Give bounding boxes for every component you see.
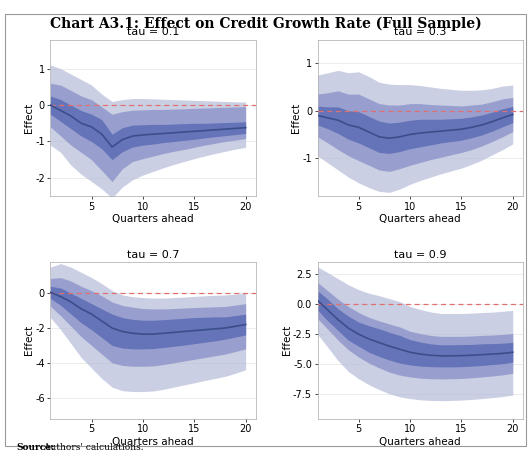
X-axis label: Quarters ahead: Quarters ahead	[113, 437, 194, 447]
Text: Authors' calculations.: Authors' calculations.	[41, 443, 144, 452]
X-axis label: Quarters ahead: Quarters ahead	[380, 214, 461, 225]
Text: Chart A3.1: Effect on Credit Growth Rate (Full Sample): Chart A3.1: Effect on Credit Growth Rate…	[49, 16, 482, 31]
Title: tau = 0.1: tau = 0.1	[127, 27, 179, 37]
Y-axis label: Effect: Effect	[291, 103, 301, 133]
X-axis label: Quarters ahead: Quarters ahead	[380, 437, 461, 447]
Y-axis label: Effect: Effect	[24, 325, 34, 355]
X-axis label: Quarters ahead: Quarters ahead	[113, 214, 194, 225]
Text: Source:: Source:	[16, 443, 55, 452]
Y-axis label: Effect: Effect	[24, 103, 34, 133]
Title: tau = 0.7: tau = 0.7	[127, 250, 179, 260]
Title: tau = 0.9: tau = 0.9	[394, 250, 447, 260]
Title: tau = 0.3: tau = 0.3	[394, 27, 447, 37]
Y-axis label: Effect: Effect	[281, 325, 292, 355]
